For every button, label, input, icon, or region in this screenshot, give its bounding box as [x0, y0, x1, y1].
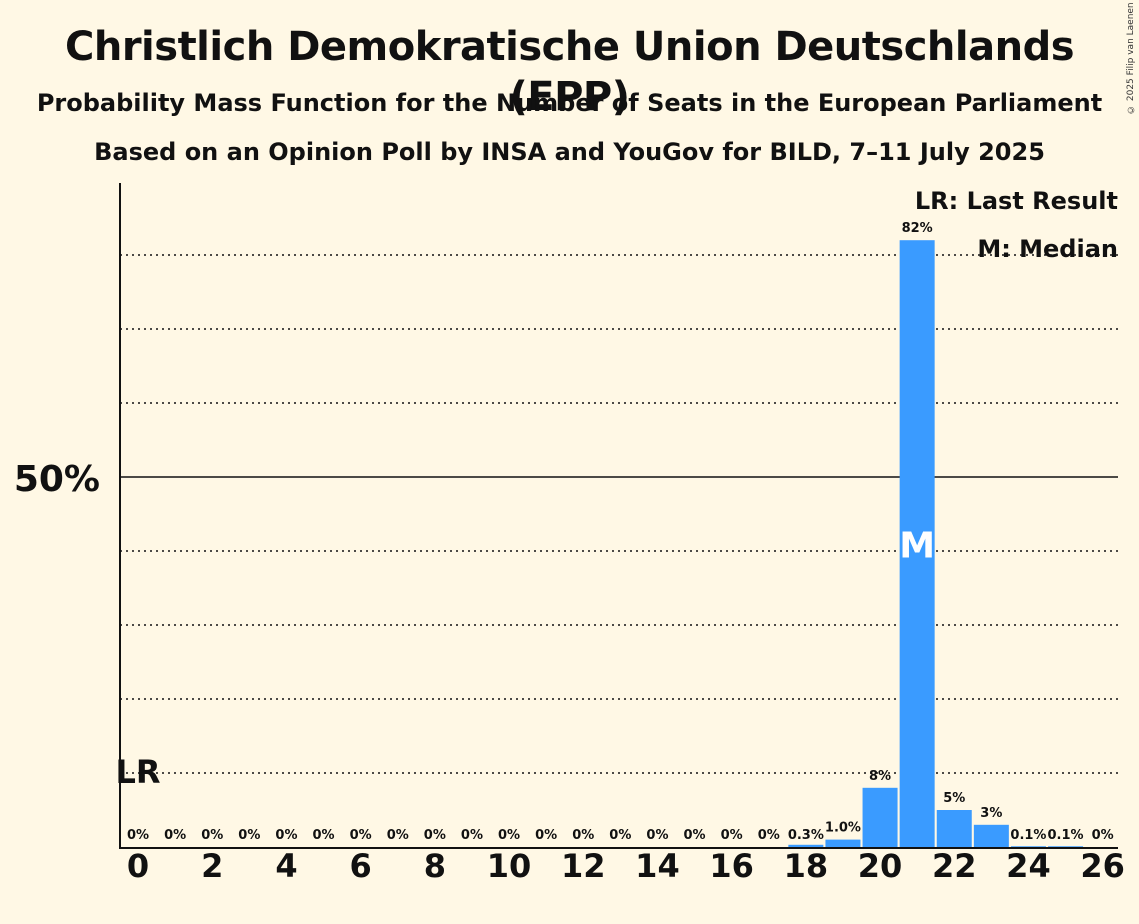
legend-median: M: Median	[977, 235, 1118, 263]
x-tick-label: 24	[1006, 847, 1051, 885]
x-tick-label: 18	[784, 847, 829, 885]
x-tick-label: 12	[561, 847, 606, 885]
x-tick-label: 4	[275, 847, 297, 885]
chart-title: Christlich Demokratische Union Deutschla…	[64, 24, 1075, 120]
axes	[119, 183, 1118, 849]
bar-value-label: 0%	[313, 828, 335, 843]
x-tick-labels: 0 2 4 6 8 10 12 14 16 18 20 22 24 26	[127, 847, 1125, 885]
markers: LR M	[116, 526, 936, 791]
bar-value-label: 0%	[461, 828, 483, 843]
bar	[788, 844, 824, 847]
x-tick-label: 0	[127, 847, 149, 885]
x-tick-label: 6	[350, 847, 372, 885]
last-result-marker: LR	[116, 753, 161, 791]
bars	[788, 240, 1084, 847]
bar-value-label: 82%	[902, 221, 933, 236]
bar-value-label: 0%	[238, 828, 260, 843]
x-tick-label: 22	[932, 847, 977, 885]
x-tick-label: 10	[487, 847, 532, 885]
bar	[862, 787, 898, 847]
gridlines	[120, 254, 1118, 774]
x-tick-label: 8	[424, 847, 446, 885]
bar	[1048, 846, 1084, 847]
bar	[899, 240, 935, 847]
x-tick-label: 26	[1080, 847, 1125, 885]
bar-value-label: 1.0%	[825, 821, 861, 836]
bar-value-labels: 0% 0% 0% 0% 0% 0% 0% 0% 0% 0% 0% 0% 0% 0% 0% 0% 0% 0% 0.3%…	[127, 221, 1114, 843]
bar-value-label: 0%	[572, 828, 594, 843]
bar-value-label: 0%	[1092, 828, 1114, 843]
chart-subtitle: Probability Mass Function for the Number…	[36, 89, 1103, 117]
bar-value-label: 0%	[535, 828, 557, 843]
bar-value-label: 0%	[275, 828, 297, 843]
y-tick-label: 50%	[14, 459, 100, 500]
bar-value-label: 0%	[721, 828, 743, 843]
bar-value-label: 5%	[943, 791, 965, 806]
x-tick-label: 2	[201, 847, 223, 885]
x-tick-label: 20	[858, 847, 903, 885]
legend-last-result: LR: Last Result	[915, 187, 1118, 215]
bar-value-label: 3%	[980, 806, 1002, 821]
chart-poll-source: Based on an Opinion Poll by INSA and You…	[94, 138, 1045, 166]
bar-value-label: 0%	[201, 828, 223, 843]
bar-value-label: 0%	[684, 828, 706, 843]
bar-value-label: 0.1%	[1010, 828, 1046, 843]
bar-value-label: 0.3%	[788, 828, 824, 843]
bar-value-label: 0.1%	[1048, 828, 1084, 843]
median-marker: M	[899, 526, 935, 567]
bar-value-label: 0%	[758, 828, 780, 843]
bar	[825, 839, 861, 847]
bar-value-label: 8%	[869, 769, 891, 784]
bar-value-label: 0%	[609, 828, 631, 843]
bar	[936, 810, 972, 847]
bar-value-label: 0%	[424, 828, 446, 843]
bar-value-label: 0%	[387, 828, 409, 843]
bar	[1010, 846, 1046, 847]
bar	[973, 824, 1009, 847]
bar-value-label: 0%	[498, 828, 520, 843]
x-tick-label: 14	[635, 847, 680, 885]
bar-value-label: 0%	[350, 828, 372, 843]
bar-value-label: 0%	[164, 828, 186, 843]
bar-value-label: 0%	[646, 828, 668, 843]
bar-value-label: 0%	[127, 828, 149, 843]
y-tick-labels: 50%	[14, 459, 100, 500]
x-tick-label: 16	[709, 847, 754, 885]
